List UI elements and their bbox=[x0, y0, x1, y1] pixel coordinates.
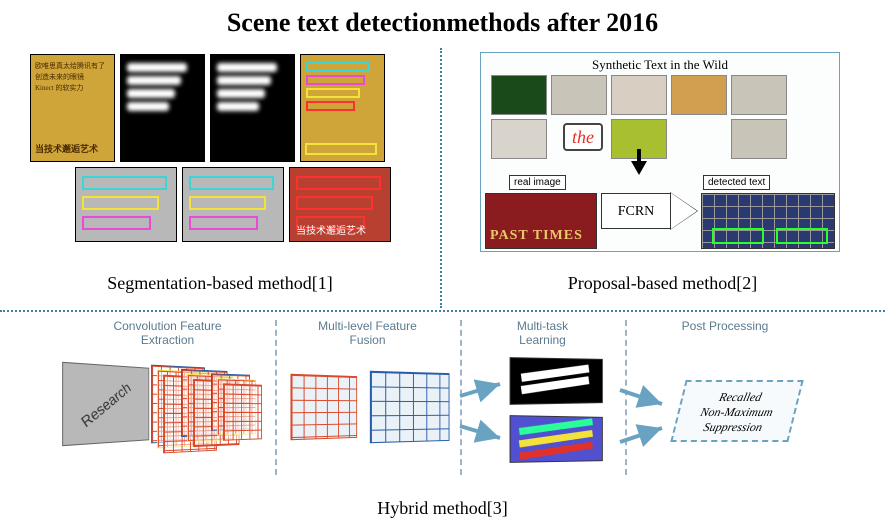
proposal-header: Synthetic Text in the Wild bbox=[481, 57, 839, 73]
caption-text: Segmentation-based method[1] bbox=[107, 273, 332, 293]
top-row: 欧唯思真太给腾讯有了创造未来的眼镜Kinect 的软实力当技术邂逅艺术当技术邂逅… bbox=[0, 48, 885, 298]
multitask-output-geo bbox=[510, 415, 603, 463]
seg-thumb bbox=[75, 167, 177, 242]
seg-thumb: 欧唯思真太给腾讯有了创造未来的眼镜Kinect 的软实力当技术邂逅艺术 bbox=[30, 54, 115, 162]
fusion-map bbox=[370, 371, 450, 443]
proposal-diagram: Synthetic Text in the Wild the real image… bbox=[480, 52, 840, 252]
synthetic-mini bbox=[731, 119, 787, 159]
synthetic-mini bbox=[671, 75, 727, 115]
flow-arrow-icon bbox=[616, 422, 676, 462]
seg-thumb bbox=[120, 54, 205, 162]
page-title: Scene text detectionmethods after 2016 bbox=[0, 8, 885, 38]
flow-arrow-icon bbox=[616, 370, 676, 410]
segmentation-panel: 欧唯思真太给腾讯有了创造未来的眼镜Kinect 的软实力当技术邂逅艺术当技术邂逅… bbox=[0, 48, 440, 298]
post-processing-box: RecalledNon-MaximumSuppression bbox=[670, 380, 803, 442]
seg-thumb: 当技术邂逅艺术 bbox=[289, 167, 391, 242]
hybrid-caption: Hybrid method[3] bbox=[0, 498, 885, 519]
stage-label: Convolution FeatureExtraction bbox=[60, 320, 275, 348]
synthetic-mini bbox=[551, 75, 607, 115]
synthetic-mini bbox=[731, 75, 787, 115]
stage-label: Multi-taskLearning bbox=[460, 320, 625, 348]
seg-thumb bbox=[182, 167, 284, 242]
hybrid-pipeline: Convolution FeatureExtractionMulti-level… bbox=[60, 320, 825, 485]
caption-text: Hybrid method[3] bbox=[377, 498, 507, 518]
storefront-image: PAST TIMES bbox=[485, 193, 597, 249]
conv-feature-slab bbox=[223, 383, 262, 441]
synthetic-mini bbox=[611, 75, 667, 115]
real-image-tag: real image bbox=[509, 175, 566, 190]
proposal-panel: Synthetic Text in the Wild the real image… bbox=[440, 48, 885, 298]
down-arrow-icon bbox=[631, 161, 647, 175]
title-text: Scene text detectionmethods after 2016 bbox=[227, 8, 658, 37]
stage-label: Multi-level FeatureFusion bbox=[275, 320, 460, 348]
fcrn-arrow-icon bbox=[671, 193, 697, 229]
seg-thumb bbox=[300, 54, 385, 162]
detected-text-tag: detected text bbox=[703, 175, 770, 190]
fusion-map bbox=[290, 374, 357, 440]
seg-thumb bbox=[210, 54, 295, 162]
fcrn-block: FCRN bbox=[601, 193, 671, 229]
flow-arrow-icon bbox=[456, 406, 516, 446]
horizontal-divider bbox=[0, 310, 885, 312]
caption-text: Proposal-based method[2] bbox=[568, 273, 757, 293]
the-label: the bbox=[563, 123, 603, 151]
segmentation-caption: Segmentation-based method[1] bbox=[0, 273, 440, 294]
synthetic-mini bbox=[491, 119, 547, 159]
detected-grid bbox=[701, 193, 835, 249]
input-image-slab: Research bbox=[62, 362, 149, 446]
stage-label: Post Processing bbox=[625, 320, 825, 334]
synthetic-mini bbox=[491, 75, 547, 115]
stage-divider bbox=[275, 320, 277, 475]
proposal-caption: Proposal-based method[2] bbox=[440, 273, 885, 294]
multitask-output-mask bbox=[510, 357, 603, 405]
